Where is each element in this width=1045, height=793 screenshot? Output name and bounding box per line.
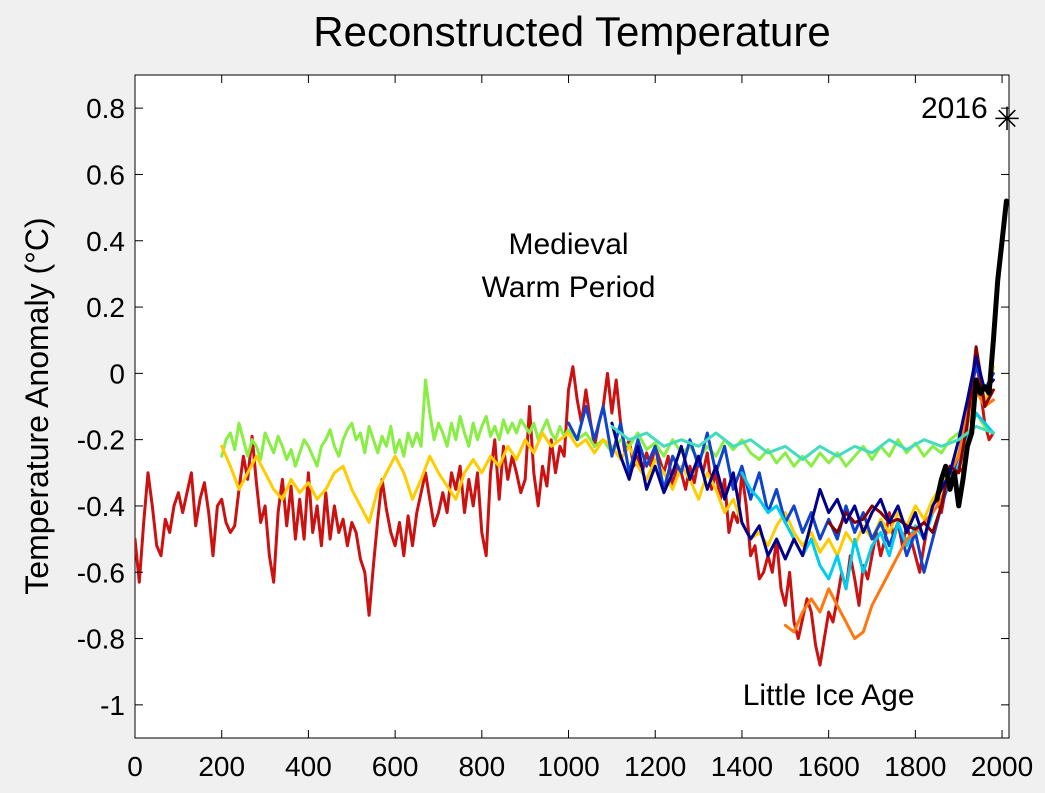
labels-layer: 0 200 400 600 800 1000 1200 1400 1600 1800 2000 0.8…	[77, 93, 1033, 782]
x-tick-label: 0	[127, 751, 143, 782]
annotation-label: Medieval	[509, 228, 629, 261]
y-tick-label: 0.8	[86, 93, 125, 124]
chart-title: Reconstructed Temperature	[313, 8, 831, 55]
x-tick-label: 1000	[537, 751, 599, 782]
y-tick-label: -0.2	[77, 425, 125, 456]
y-tick-label: 0.2	[86, 292, 125, 323]
x-tick-label: 2000	[971, 751, 1033, 782]
ticks-layer	[134, 75, 1009, 738]
annotation-layer: Medieval Warm Period Little Ice Age 2016 ✳	[482, 92, 1021, 712]
x-tick-label: 1400	[711, 751, 773, 782]
x-tick-label: 200	[198, 751, 245, 782]
x-tick-label: 1200	[624, 751, 686, 782]
series-layer	[135, 198, 1009, 667]
series-line-10	[934, 198, 1009, 509]
series-line-4	[567, 365, 995, 574]
x-tick-label: 800	[458, 751, 505, 782]
y-tick-label: -1	[100, 690, 125, 721]
y-tick-label: -0.4	[77, 491, 125, 522]
annotation-label: Little Ice Age	[743, 679, 915, 712]
x-tick-label: 600	[372, 751, 419, 782]
marker-2016: ✳	[994, 101, 1021, 137]
plot-area	[134, 74, 1010, 739]
y-tick-label: 0.4	[86, 226, 125, 257]
series-line-2	[220, 378, 995, 468]
y-axis-label: Temperature Anomaly (°C)	[19, 217, 55, 594]
y-tick-label: 0	[109, 358, 125, 389]
x-tick-label: 1600	[798, 751, 860, 782]
x-tick-label: 1800	[884, 751, 946, 782]
y-tick-label: -0.8	[77, 624, 125, 655]
y-tick-label: -0.6	[77, 557, 125, 588]
y-tick-label: 0.6	[86, 159, 125, 190]
series-line-8	[610, 355, 995, 561]
annotation-label: Warm Period	[482, 271, 656, 304]
x-tick-label: 400	[285, 751, 332, 782]
series-line-6	[783, 388, 995, 641]
series-line-9	[610, 424, 995, 461]
annotation-label: 2016	[921, 92, 988, 125]
